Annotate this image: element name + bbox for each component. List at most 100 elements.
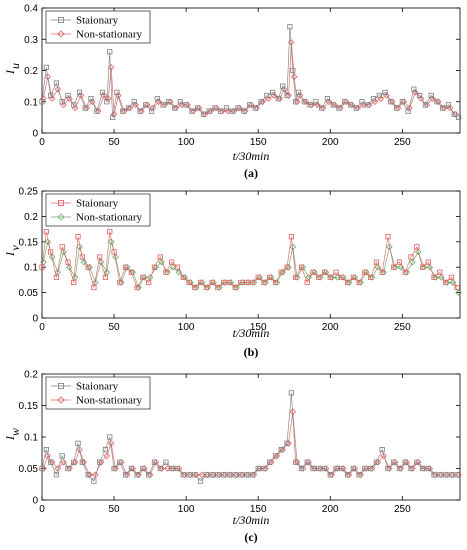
data-point-stationary [71,279,77,286]
data-point-stationary [140,274,146,280]
data-point-stationary [65,92,71,99]
y-tick-label: 0.15 [19,401,39,412]
data-point-non-stationary [414,458,422,466]
data-point-stationary [405,108,411,114]
data-point-stationary [414,459,420,465]
data-point-non-stationary [368,274,376,281]
y-axis-label: I [3,435,17,441]
data-point-non-stationary [345,279,353,286]
data-point-stationary [43,64,49,70]
data-point-stationary [183,102,189,108]
data-point-non-stationary [414,248,422,256]
data-point-stationary [53,472,60,478]
data-point-non-stationary [365,101,373,109]
data-point-non-stationary [403,458,410,466]
data-point-non-stationary [152,458,160,466]
data-point-non-stationary [253,104,261,112]
data-point-stationary [169,259,175,265]
data-point-non-stationary [328,274,335,281]
data-point-non-stationary [449,279,457,286]
legend-label: Non-stationary [76,212,142,224]
data-point-non-stationary [175,269,183,276]
legend-marker [58,382,65,389]
data-point-non-stationary [129,465,137,472]
data-point-stationary [434,99,440,105]
data-point-stationary [238,279,244,286]
data-point-stationary [125,105,132,111]
x-tick-label: 50 [109,322,121,333]
data-point-stationary [431,274,437,280]
data-point-non-stationary [167,98,174,106]
data-point-non-stationary [40,95,47,102]
data-point-non-stationary [426,465,433,472]
data-point-stationary [203,284,209,291]
data-point-stationary [71,459,77,465]
legend-label: Non-stationary [76,29,142,41]
data-point-non-stationary [44,238,52,246]
data-point-non-stationary [351,465,359,472]
data-point-stationary [414,244,420,250]
data-point-stationary [157,254,163,260]
data-point-non-stationary [143,101,151,109]
data-point-non-stationary [141,465,148,472]
data-point-stationary [339,465,345,472]
y-tick-label: 0.1 [24,97,38,108]
chart-panel-c: 0 50 100 150 200 250 0 0.05 0.1 0.15 0.2 t/30min Iw (… [3,370,462,544]
data-point-non-stationary [368,465,376,472]
data-point-stationary [359,99,365,105]
data-point-stationary [344,472,351,478]
x-tick-label: 50 [109,504,121,515]
data-point-stationary [330,102,336,108]
x-axis-label: t/30min [233,326,270,340]
legend: Staionary Non-stationary [45,376,151,410]
legend-marker [58,199,65,206]
data-point-stationary [293,459,299,465]
data-point-stationary [249,472,256,478]
data-point-non-stationary [175,465,183,472]
data-point-stationary [85,472,91,478]
data-point-stationary [419,264,426,270]
legend-label: Staionary [76,198,119,210]
data-point-stationary [425,465,431,472]
data-point-non-stationary [123,263,131,271]
data-point-non-stationary [256,274,263,281]
data-point-stationary [107,434,113,440]
data-point-non-stationary [363,269,370,276]
data-point-non-stationary [285,440,292,447]
data-point-stationary [85,264,91,270]
data-point-stationary [166,99,172,105]
data-point-non-stationary [267,274,275,281]
data-point-stationary [350,465,356,472]
data-point-stationary [275,96,281,102]
data-point-stationary [333,269,339,275]
data-point-stationary [131,99,137,105]
data-point-stationary [137,108,143,114]
data-point-non-stationary [210,279,217,286]
data-point-stationary [102,446,109,453]
x-tick-label: 250 [394,504,411,515]
data-point-non-stationary [105,95,112,102]
data-point-stationary [203,472,209,478]
data-point-stationary [59,453,65,459]
data-point-non-stationary [437,274,445,281]
data-point-stationary [448,274,454,280]
data-point-stationary [304,279,310,286]
data-point-non-stationary [386,243,393,251]
data-point-stationary [221,472,227,478]
data-point-non-stationary [126,104,134,112]
data-point-stationary [160,102,166,108]
data-point-non-stationary [339,274,347,281]
y-tick-label: 0.2 [24,212,38,223]
data-point-stationary [246,102,253,108]
y-tick-label: 0.25 [19,187,39,198]
data-point-non-stationary [351,274,359,281]
data-point-stationary [293,99,299,105]
data-point-stationary [431,472,437,478]
data-point-stationary [218,108,224,114]
legend-label: Staionary [76,15,119,27]
y-tick-label: 0.2 [24,66,38,77]
data-point-stationary [373,259,380,265]
data-point-stationary [212,105,218,111]
data-point-stationary [206,108,212,114]
